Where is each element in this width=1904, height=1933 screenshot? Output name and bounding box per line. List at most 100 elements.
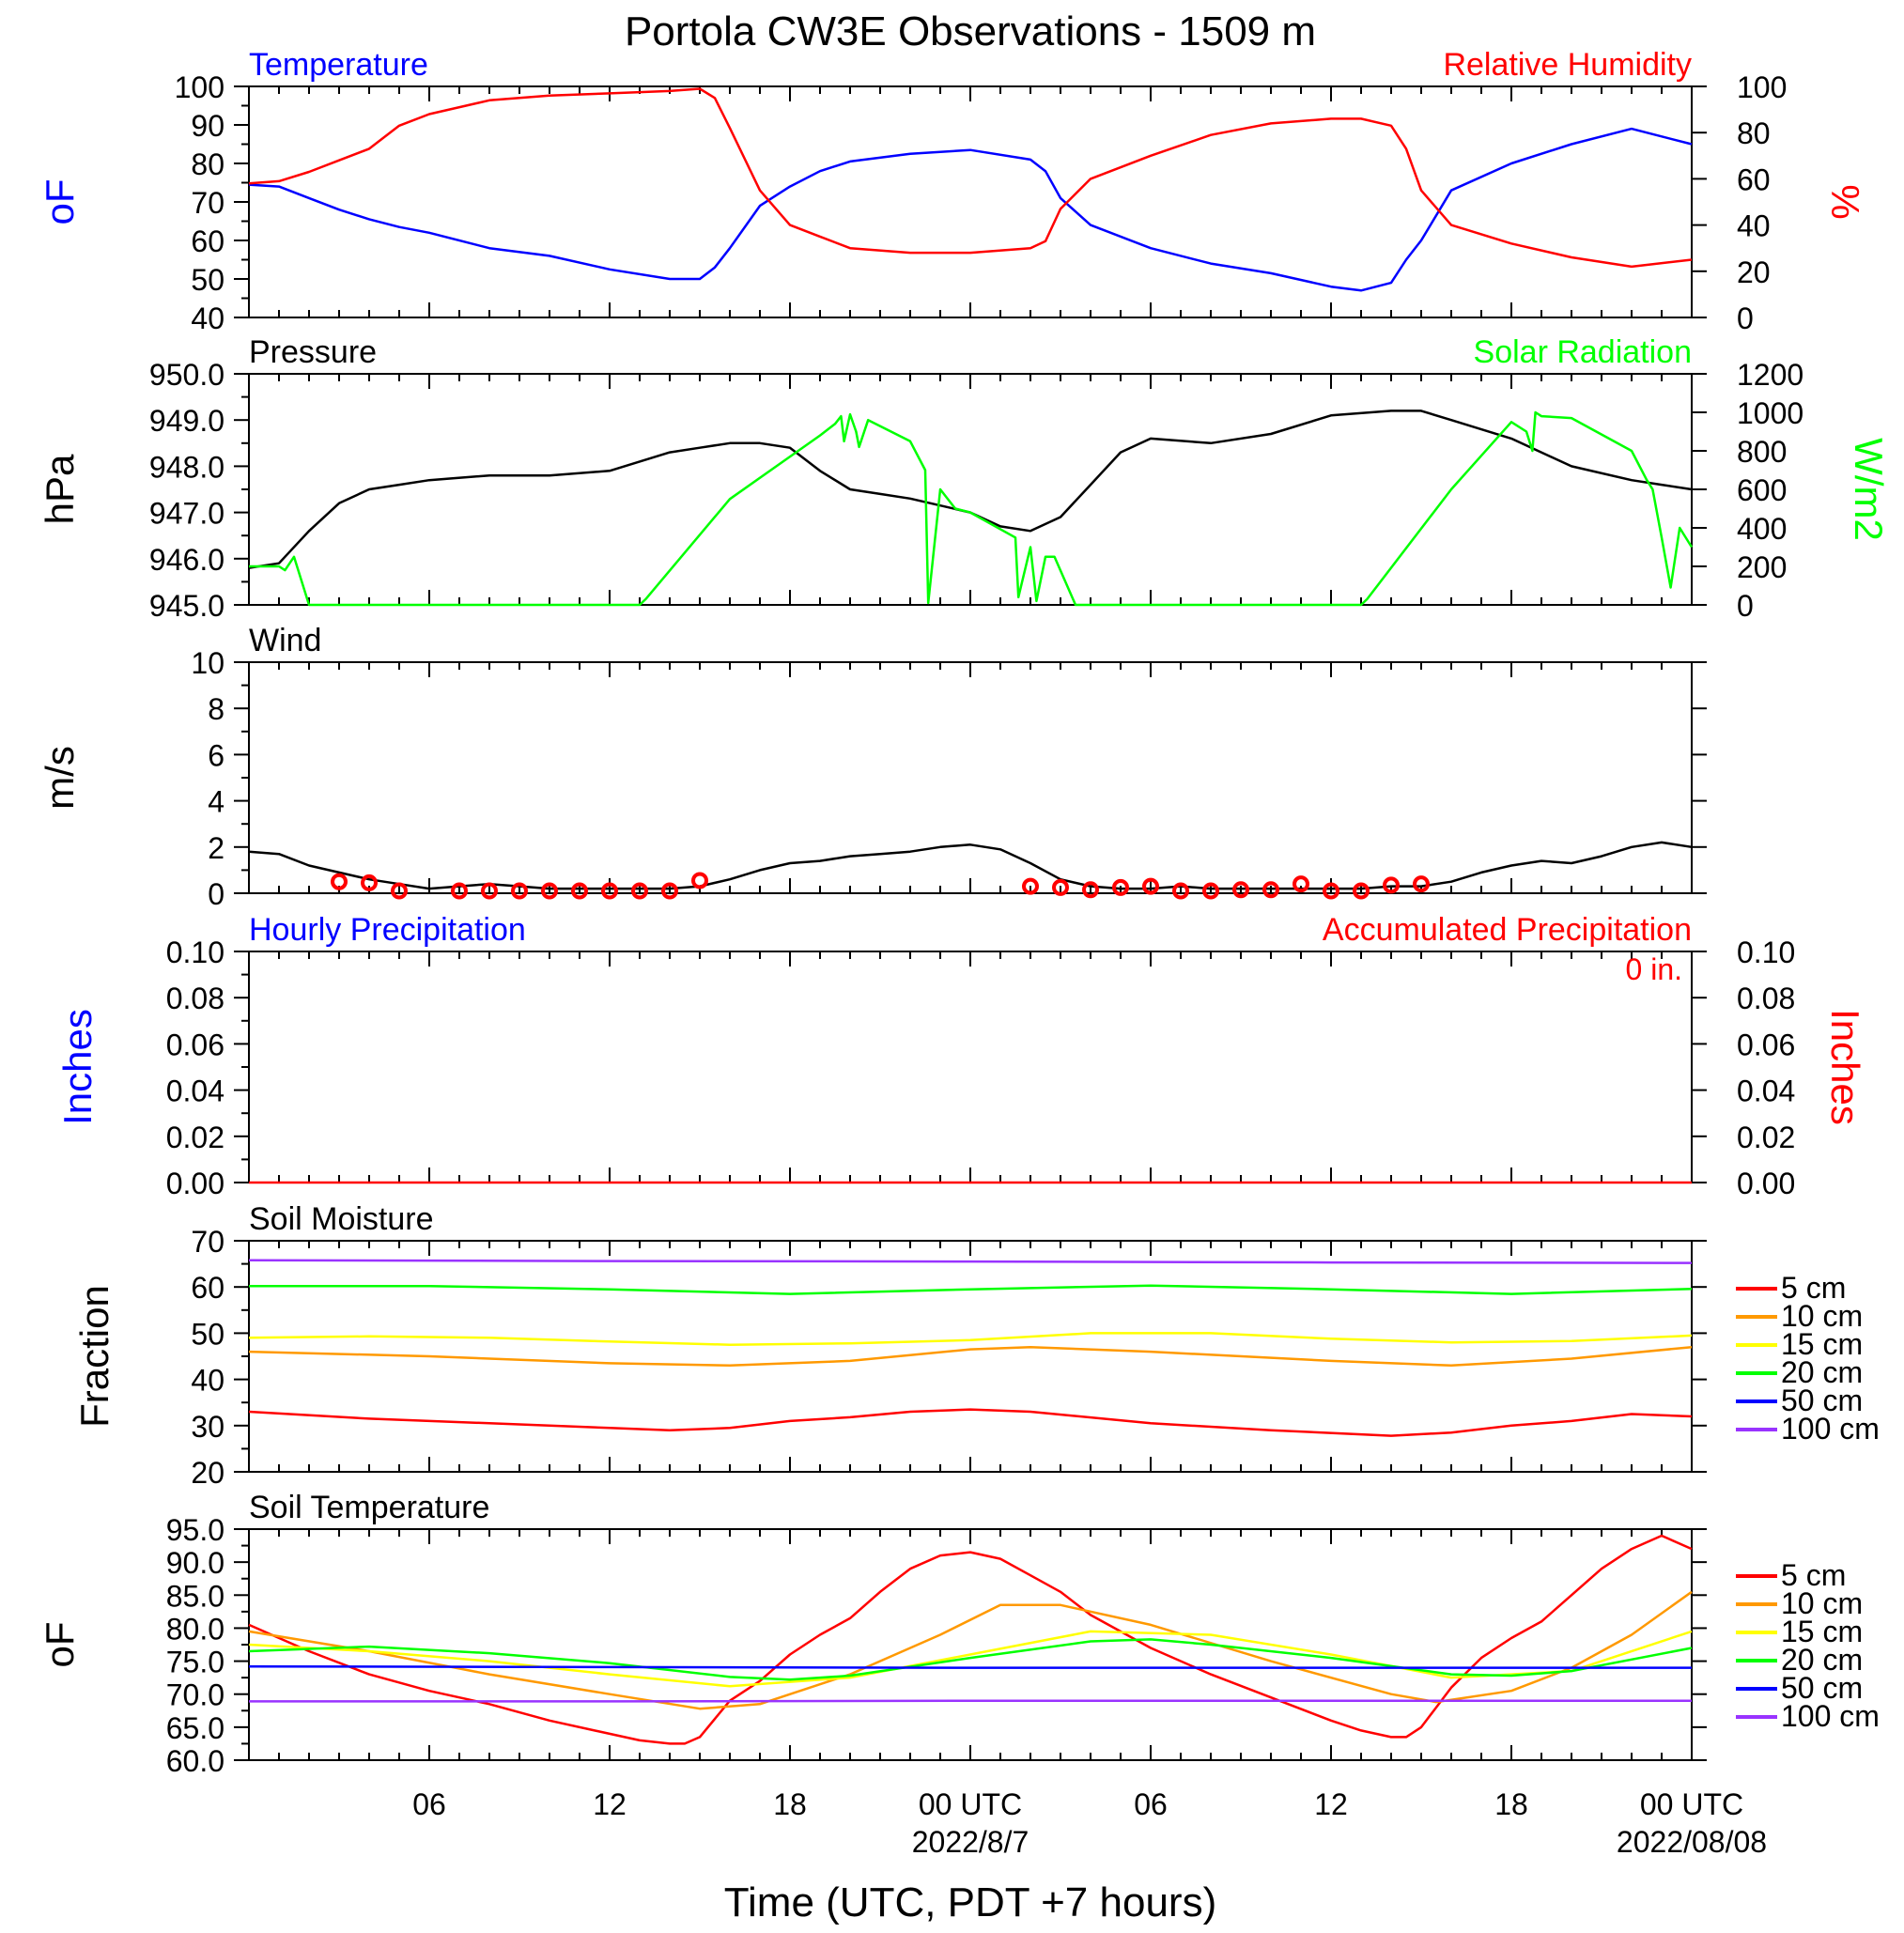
- calm-wind-marker: [1112, 878, 1129, 896]
- y-right-tick-label: 40: [1737, 209, 1771, 243]
- calm-wind-marker: [1353, 882, 1370, 900]
- calm-wind-marker: [331, 873, 348, 890]
- x-tick-label: 12: [593, 1787, 627, 1821]
- y-left-tick-label: 20: [191, 1456, 224, 1490]
- legend-label: 15 cm: [1781, 1615, 1863, 1648]
- calm-wind-marker: [1202, 882, 1219, 900]
- y-left-tick-label: 70: [191, 186, 224, 220]
- legend-label: 10 cm: [1781, 1299, 1863, 1333]
- x-tick-label: 06: [412, 1787, 446, 1821]
- y-left-tick-label: 60: [191, 224, 224, 258]
- y-left-tick-label: 0.00: [166, 1167, 224, 1200]
- panel-title-right: Relative Humidity: [1443, 47, 1692, 83]
- y-left-tick-label: 95.0: [166, 1513, 224, 1547]
- panel-soil-temperature: 95.090.085.080.075.070.065.060.0 Soil Tem…: [38, 1490, 1880, 1778]
- y-right-tick-label: 0.10: [1737, 936, 1795, 969]
- y-right-label: %: [1823, 184, 1867, 219]
- y-left-tick-label: 100: [175, 70, 224, 104]
- y-right-tick-label: 60: [1737, 162, 1771, 196]
- panel-title-left: Soil Temperature: [249, 1490, 489, 1525]
- y-left-tick-label: 949.0: [149, 404, 224, 438]
- panel-title-left: Temperature: [249, 47, 428, 83]
- y-left-label: oF: [38, 1621, 82, 1667]
- y-left-tick-label: 946.0: [149, 543, 224, 577]
- legend-label: 50 cm: [1781, 1384, 1863, 1417]
- calm-wind-marker: [1052, 878, 1069, 896]
- calm-wind-marker: [1082, 881, 1099, 899]
- y-left-tick-label: 75.0: [166, 1646, 224, 1679]
- y-left-tick-label: 65.0: [166, 1711, 224, 1745]
- panel-title-left: Soil Moisture: [249, 1201, 434, 1237]
- x-tick-label: 06: [1134, 1787, 1168, 1821]
- series-line: [248, 1590, 1693, 1710]
- y-left-tick-label: 50: [191, 263, 224, 297]
- series-line: [248, 1345, 1693, 1368]
- y-left-tick-label: 4: [208, 785, 224, 819]
- y-left-tick-label: 60: [191, 1271, 224, 1305]
- x-tick-label: 00 UTC: [919, 1787, 1022, 1821]
- y-left-tick-label: 2: [208, 831, 224, 865]
- calm-wind-marker: [631, 882, 648, 900]
- y-left-tick-label: 0.10: [166, 936, 224, 969]
- series-line: [248, 1332, 1693, 1346]
- calm-wind-marker: [1142, 877, 1159, 895]
- x-date-label: 2022/8/7: [912, 1825, 1029, 1859]
- series-line: [248, 1638, 1693, 1681]
- y-right-tick-label: 0.02: [1737, 1121, 1795, 1154]
- calm-wind-marker: [391, 882, 408, 900]
- panel-title-right: Solar Radiation: [1474, 334, 1692, 370]
- calm-wind-marker: [1262, 881, 1279, 899]
- y-right-tick-label: 400: [1737, 512, 1787, 546]
- y-left-tick-label: 950.0: [149, 358, 224, 392]
- y-left-tick-label: 0.08: [166, 982, 224, 1015]
- calm-wind-marker: [1383, 876, 1400, 894]
- calm-wind-marker: [1022, 877, 1039, 895]
- y-left-tick-label: 6: [208, 738, 224, 772]
- series-line: [248, 1630, 1693, 1688]
- calm-wind-marker: [661, 882, 678, 900]
- y-right-tick-label: 0.04: [1737, 1075, 1795, 1108]
- panel-title-left: Wind: [249, 623, 321, 658]
- y-left-label: Fraction: [72, 1285, 116, 1428]
- y-right-tick-label: 0.00: [1737, 1167, 1795, 1200]
- panel-soil-moisture: 70 60 50 40 30 20 Soil Moisture Fraction 5 cm10 …: [72, 1201, 1880, 1490]
- x-tick-label: 18: [773, 1787, 807, 1821]
- calm-wind-marker: [601, 882, 618, 900]
- series-line: [248, 1534, 1693, 1745]
- panel-title-left: Pressure: [249, 334, 377, 370]
- y-right-tick-label: 1000: [1737, 396, 1803, 430]
- series-line: [249, 410, 1694, 607]
- x-tick-label: 00 UTC: [1640, 1787, 1743, 1821]
- y-left-label: m/s: [38, 746, 82, 810]
- series-line: [248, 1259, 1693, 1264]
- calm-wind-marker: [1293, 875, 1309, 893]
- y-right-tick-label: 100: [1737, 70, 1787, 104]
- y-left-tick-label: 90: [191, 109, 224, 143]
- x-tick-label: 18: [1494, 1787, 1528, 1821]
- x-axis-label: Time (UTC, PDT +7 hours): [724, 1879, 1216, 1925]
- y-left-label: oF: [38, 178, 82, 224]
- y-right-tick-label: 0: [1737, 302, 1754, 335]
- series-line: [248, 410, 1693, 569]
- calm-wind-marker: [571, 882, 588, 900]
- legend-label: 5 cm: [1781, 1558, 1846, 1592]
- y-right-tick-label: 800: [1737, 435, 1787, 469]
- series-line: [249, 1284, 1693, 1295]
- calm-wind-marker: [1413, 875, 1430, 893]
- legend-label: 20 cm: [1781, 1355, 1863, 1389]
- y-left-tick-label: 30: [191, 1410, 224, 1444]
- calm-wind-marker: [361, 874, 378, 891]
- panel-title-right: Accumulated Precipitation: [1323, 912, 1692, 948]
- y-right-label: W/m2: [1847, 438, 1891, 541]
- y-left-tick-label: 948.0: [149, 450, 224, 484]
- y-left-label: hPa: [38, 454, 82, 524]
- series-line: [249, 1699, 1692, 1703]
- legend-label: 5 cm: [1781, 1271, 1846, 1305]
- chart-title: Portola CW3E Observations - 1509 m: [625, 8, 1316, 54]
- y-left-tick-label: 40: [191, 302, 224, 335]
- y-left-tick-label: 50: [191, 1317, 224, 1351]
- y-left-tick-label: 945.0: [149, 589, 224, 623]
- y-right-tick-label: 0.06: [1737, 1028, 1795, 1061]
- y-left-tick-label: 947.0: [149, 497, 224, 531]
